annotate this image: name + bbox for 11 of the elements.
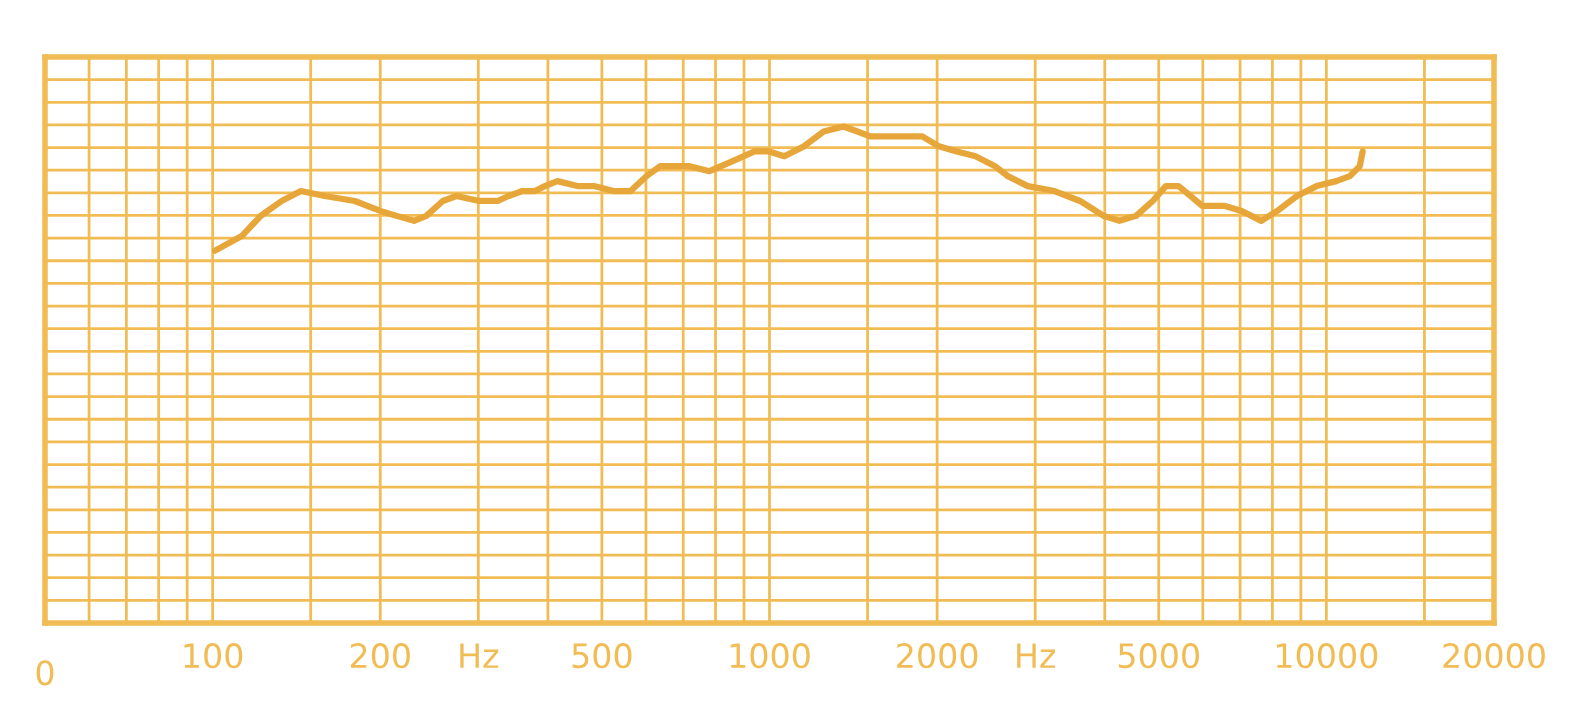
x-tick-label: 100: [184, 643, 243, 669]
x-tick-label: 500: [572, 643, 632, 669]
x-tick-label: Hz: [460, 643, 499, 668]
x-tick-label: 2000: [897, 643, 978, 669]
x-tick-label: 20000: [1443, 643, 1545, 669]
x-tick-label: Hz: [1017, 643, 1056, 668]
x-tick-label: 10000: [1277, 643, 1378, 669]
x-tick-label: 1000: [730, 643, 810, 669]
x-tick-label: 200: [350, 643, 410, 669]
text: 0: [36, 660, 54, 686]
x-tick-label: 5000: [1118, 643, 1199, 669]
